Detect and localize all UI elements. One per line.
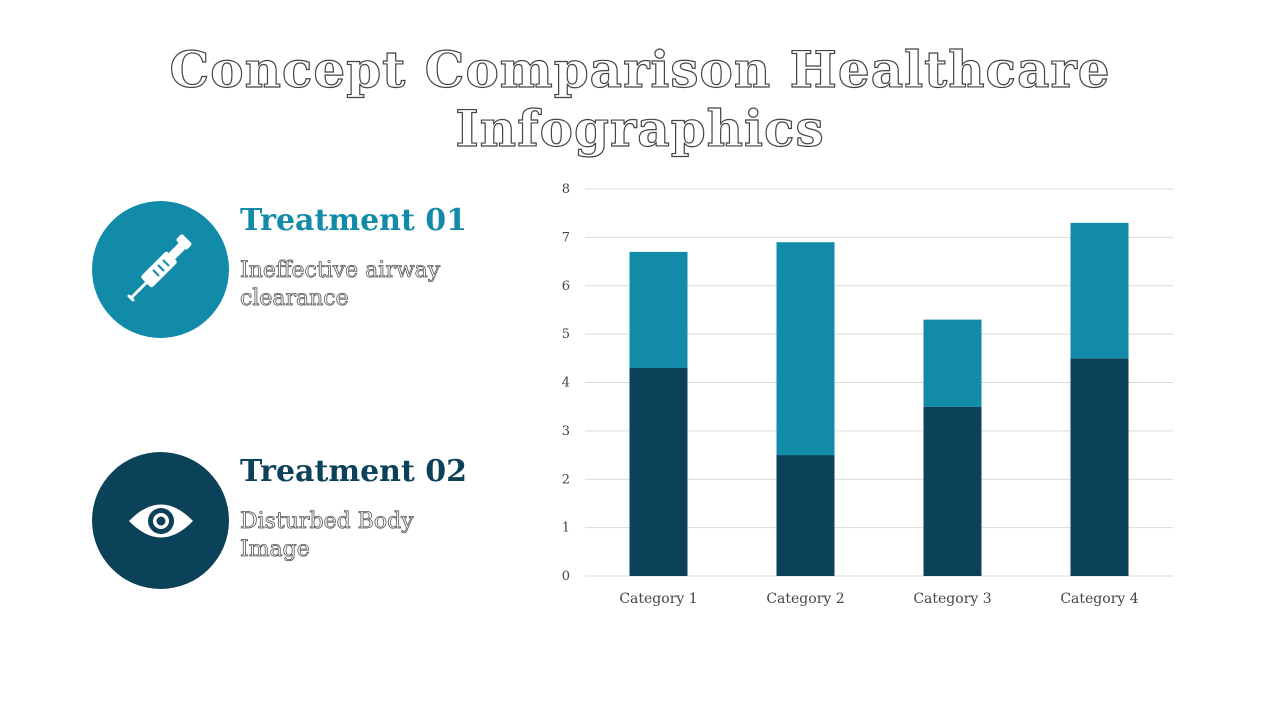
bar-2-category-3 [923, 319, 982, 407]
y-tick-label: 6 [562, 279, 570, 294]
treatment-2-description: Disturbed Body Image [240, 509, 414, 563]
x-category-label: Category 2 [766, 591, 844, 607]
bar-1-category-2 [776, 455, 835, 576]
treatment-1-heading: Treatment 01 [240, 203, 468, 238]
y-tick-label: 3 [562, 424, 570, 439]
eye-icon [128, 504, 193, 537]
chart-svg: 0 1 2 3 4 5 6 7 8 Category 1 Category 2 Category 3 C… [562, 182, 1173, 607]
y-tick-label: 8 [562, 182, 570, 197]
syringe-icon [127, 234, 191, 301]
y-tick-label: 2 [562, 472, 570, 487]
y-tick-label: 7 [562, 230, 570, 245]
y-tick-label: 5 [562, 327, 570, 342]
treatment-2-heading: Treatment 02 [240, 454, 468, 489]
treatment-2-icon-circle [92, 452, 229, 589]
y-tick-label: 1 [562, 521, 570, 536]
treatment-1-icon-circle [92, 201, 229, 338]
page-title: Concept Comparison Healthcare Infographi… [169, 39, 1111, 158]
bar-1-category-4 [1070, 358, 1129, 576]
x-category-label: Category 1 [619, 591, 697, 607]
y-tick-label: 4 [562, 376, 570, 391]
x-category-label: Category 4 [1060, 591, 1138, 607]
x-category-label: Category 3 [913, 591, 991, 607]
y-tick-label: 0 [562, 569, 570, 584]
treatment-2: Treatment 02 Disturbed Body Image [92, 452, 512, 592]
treatment-1-description: Ineffective airway clearance [240, 258, 441, 312]
bar-1-category-3 [923, 406, 982, 576]
bar-2-category-2 [776, 242, 835, 456]
bar-1-category-1 [629, 367, 688, 576]
bar-2-category-4 [1070, 222, 1129, 359]
bar-2-category-1 [629, 251, 688, 368]
treatment-1: Treatment 01 Ineffective airway clearanc… [92, 201, 512, 341]
stacked-bar-chart: 0 1 2 3 4 5 6 7 8 Category 1 Category 2 Category 3 C… [540, 170, 1200, 630]
